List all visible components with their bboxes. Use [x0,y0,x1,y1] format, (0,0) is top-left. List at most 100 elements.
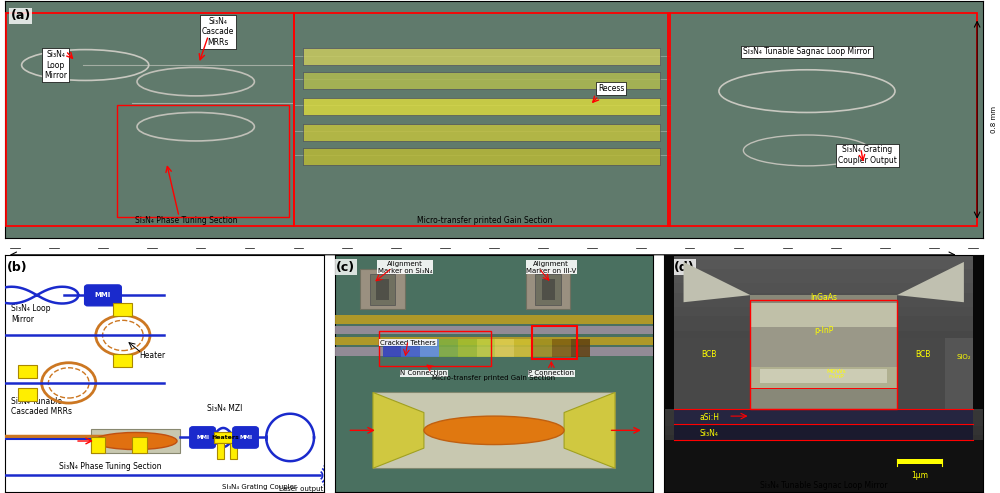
Bar [664,440,983,445]
Bar [664,345,983,350]
Bar [664,425,983,430]
Text: SiO₂: SiO₂ [957,354,971,360]
Polygon shape [564,392,615,468]
Text: Si₃N₄ MZI: Si₃N₄ MZI [207,404,242,413]
Bar [664,473,983,478]
Bar [674,409,973,424]
Bar [664,397,983,402]
Text: MMI: MMI [239,435,252,440]
Bar [458,339,477,357]
Bar [750,295,897,409]
Bar [376,279,389,300]
Bar [664,430,983,435]
Text: MQWs
n-InP: MQWs n-InP [827,368,846,379]
Bar [664,269,983,274]
Bar [664,402,983,407]
Bar [514,339,533,357]
Bar [664,350,983,354]
Bar [664,255,674,409]
Bar [18,365,37,378]
Bar [303,98,660,115]
Text: MMI: MMI [196,435,209,440]
Text: Si₃N₄ Tunable
Cascaded MRRs: Si₃N₄ Tunable Cascaded MRRs [11,397,72,416]
FancyBboxPatch shape [85,285,121,306]
Bar [664,445,983,449]
Bar [664,264,983,269]
Text: 5.6 mm: 5.6 mm [468,269,500,278]
Bar [335,337,653,345]
Text: Si₃N₄ Tunable Sagnac Loop Mirror: Si₃N₄ Tunable Sagnac Loop Mirror [760,481,887,490]
Text: Micro-transfer printed Gain Section: Micro-transfer printed Gain Section [417,216,552,225]
Bar [535,274,561,305]
Bar [760,369,887,383]
Text: Si₃N₄ Tunable Sagnac Loop Mirror: Si₃N₄ Tunable Sagnac Loop Mirror [743,47,871,57]
Bar [664,435,983,440]
Text: (c): (c) [336,261,355,274]
Bar [664,449,983,454]
Text: Si₃N₄ Phase Tuning Section: Si₃N₄ Phase Tuning Section [135,216,237,225]
Bar [664,255,983,259]
Bar [897,338,948,409]
Bar [303,48,660,65]
Text: BCB: BCB [701,350,717,359]
Bar [668,13,977,226]
Bar [664,302,983,307]
Bar [360,269,405,310]
Bar [420,339,439,357]
Text: Si₃N₄ Grating Coupler: Si₃N₄ Grating Coupler [222,484,297,490]
Bar [664,369,983,373]
Bar [664,335,983,340]
Bar [664,359,983,364]
Bar [664,288,983,293]
Bar [664,459,983,463]
Bar [91,437,105,453]
Bar [6,13,294,226]
Bar [91,429,180,453]
Text: P Connection: P Connection [528,370,574,377]
Text: 1μm: 1μm [911,471,928,480]
Bar [664,487,983,492]
Bar [664,378,983,383]
Bar [664,463,983,468]
Text: N Connection: N Connection [400,370,447,377]
Polygon shape [373,392,424,468]
Bar [379,331,491,366]
Text: Si₃N₄: Si₃N₄ [700,429,718,438]
Bar [303,72,660,89]
Bar [664,364,983,369]
Bar [335,316,653,323]
Text: (b): (b) [7,261,27,274]
Bar [113,354,132,367]
Bar [664,416,983,421]
Bar [113,303,132,317]
Polygon shape [897,262,964,302]
Bar [230,443,237,459]
Bar [664,293,983,297]
Bar [664,307,983,312]
Bar [214,431,236,443]
Text: 0.8 mm: 0.8 mm [991,106,997,133]
Bar [664,383,983,387]
Bar [542,279,555,300]
Bar [664,279,983,283]
Bar [217,443,224,459]
FancyBboxPatch shape [233,427,258,448]
Bar [750,303,897,327]
Text: Recess: Recess [598,84,625,93]
Bar [533,339,552,357]
Bar [664,312,983,317]
Text: Laser output: Laser output [279,486,323,492]
Bar [664,392,983,397]
Bar [117,106,289,217]
Bar [370,274,395,305]
Bar [532,326,577,359]
Text: InGaAs: InGaAs [810,293,837,302]
Bar [973,255,983,409]
Polygon shape [684,262,750,302]
Text: aSi:H: aSi:H [699,413,719,422]
Bar [664,326,983,331]
Bar [664,354,983,359]
Bar [495,339,514,357]
Bar [383,339,401,357]
Bar [897,459,942,463]
